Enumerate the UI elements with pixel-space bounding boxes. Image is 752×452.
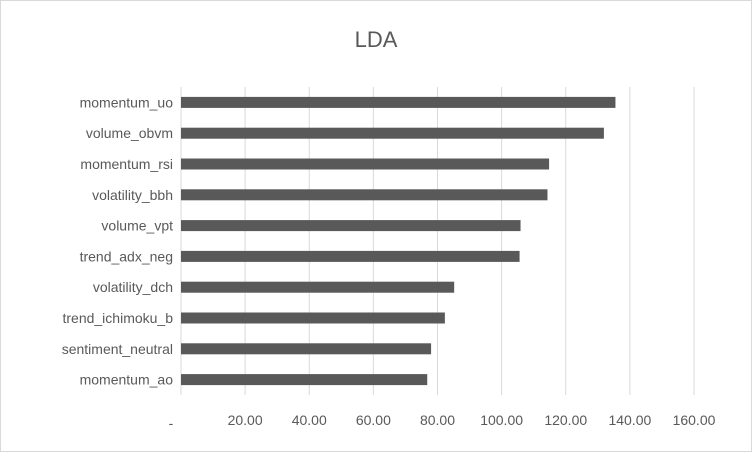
bar-trend_ichimoku_b (181, 312, 445, 324)
x-tick-label: 20.00 (228, 412, 263, 428)
bar-momentum_rsi (181, 158, 550, 170)
x-tick-label: - (169, 415, 174, 431)
x-tick-label: 40.00 (292, 412, 327, 428)
bar-volume_vpt (181, 220, 521, 232)
bar-volatility_bbh (181, 189, 548, 201)
x-tick-label: 100.00 (480, 412, 523, 428)
x-tick-label: 160.00 (673, 412, 716, 428)
bar-volume_obvm (181, 127, 604, 139)
bar-trend_adx_neg (181, 250, 520, 262)
x-tick-label: 80.00 (420, 412, 455, 428)
category-label: trend_adx_neg (80, 248, 173, 264)
category-label: volume_vpt (101, 218, 173, 234)
x-tick-label: 140.00 (608, 412, 651, 428)
bar-volatility_dch (181, 281, 455, 293)
category-label: volume_obvm (86, 125, 173, 141)
bar-momentum_ao (181, 374, 428, 386)
category-label: volatility_bbh (92, 187, 173, 203)
category-label: trend_ichimoku_b (62, 310, 173, 326)
category-label: momentum_ao (80, 372, 174, 388)
chart-title: LDA (354, 27, 398, 52)
category-label: volatility_dch (93, 279, 173, 295)
category-label: momentum_uo (80, 94, 174, 110)
category-label: sentiment_neutral (62, 341, 173, 357)
bar-sentiment_neutral (181, 343, 432, 355)
bar-momentum_uo (181, 96, 616, 108)
category-label: momentum_rsi (80, 156, 173, 172)
x-tick-label: 120.00 (544, 412, 587, 428)
x-tick-label: 60.00 (356, 412, 391, 428)
